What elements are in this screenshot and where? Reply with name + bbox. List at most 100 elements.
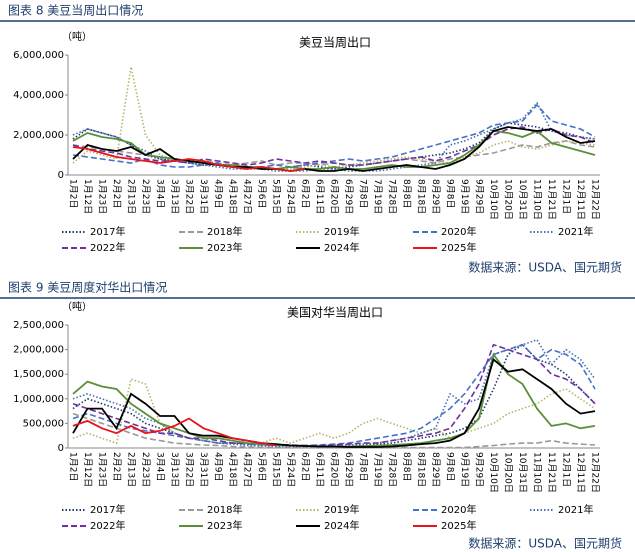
x-tick-label: 2月23日 xyxy=(140,179,151,214)
legend-label: 2020年 xyxy=(441,503,476,516)
y-tick-label: 2,000,000 xyxy=(13,345,64,356)
source: 数据来源：USDA、国元期货 xyxy=(468,260,622,275)
x-tick-label: 11月10日 xyxy=(532,452,543,493)
y-tick-label: 6,000,000 xyxy=(13,50,64,61)
legend-label: 2018年 xyxy=(207,225,242,238)
x-tick-label: 2月23日 xyxy=(140,452,151,487)
x-tick-label: 7月19日 xyxy=(372,452,383,487)
x-tick-label: 2月2日 xyxy=(111,452,122,481)
x-tick-label: 4月9日 xyxy=(213,452,224,481)
x-tick-label: 4月27日 xyxy=(242,452,253,487)
x-tick-label: 3月31日 xyxy=(198,179,209,214)
x-tick-label: 8月18日 xyxy=(416,179,427,214)
caption: 图表 9 美豆周度对华出口情况 xyxy=(8,280,167,295)
x-tick-label: 12月1日 xyxy=(561,452,572,487)
caption: 图表 8 美豆当周出口情况 xyxy=(8,4,143,18)
x-tick-label: 12月1日 xyxy=(561,179,572,214)
x-tick-label: 8月18日 xyxy=(416,452,427,487)
y-tick-label: 0 xyxy=(58,443,64,454)
chart-title: 美国对华当周出口 xyxy=(287,306,383,320)
series-line xyxy=(72,146,306,172)
y-tick-label: 1,000,000 xyxy=(13,394,64,405)
x-tick-label: 10月10日 xyxy=(488,452,499,493)
y-unit: （吨） xyxy=(62,300,92,313)
y-tick-label: 4,000,000 xyxy=(13,90,64,101)
x-tick-label: 9月19日 xyxy=(459,452,470,487)
x-tick-label: 4月18日 xyxy=(227,179,238,214)
legend-label: 2020年 xyxy=(441,225,476,238)
x-tick-label: 8月8日 xyxy=(401,452,412,481)
series-line xyxy=(72,129,596,170)
legend-label: 2022年 xyxy=(90,241,125,254)
series-line xyxy=(72,126,596,166)
x-tick-label: 10月20日 xyxy=(503,179,514,220)
series-line xyxy=(72,126,596,172)
series-line xyxy=(72,417,277,447)
x-tick-label: 3月13日 xyxy=(169,452,180,487)
x-tick-label: 11月21日 xyxy=(546,179,557,220)
series-line xyxy=(72,101,596,172)
legend-label: 2023年 xyxy=(207,241,242,254)
y-tick-label: 0 xyxy=(58,170,64,181)
x-tick-label: 11月10日 xyxy=(532,179,543,220)
x-tick-label: 10月10日 xyxy=(488,179,499,220)
x-tick-label: 1月23日 xyxy=(97,179,108,214)
x-tick-label: 3月31日 xyxy=(198,452,209,487)
x-tick-label: 3月4日 xyxy=(155,452,166,481)
x-tick-label: 5月24日 xyxy=(285,452,296,487)
legend-label: 2022年 xyxy=(90,519,125,532)
legend-label: 2017年 xyxy=(90,503,125,516)
legend-label: 2024年 xyxy=(324,519,359,532)
series-line xyxy=(72,357,596,448)
x-tick-label: 10月20日 xyxy=(503,452,514,493)
series-line xyxy=(72,378,596,445)
x-tick-label: 9月8日 xyxy=(445,179,456,208)
legend-label: 2019年 xyxy=(324,225,359,238)
x-tick-label: 2月2日 xyxy=(111,179,122,208)
x-tick-label: 12月22日 xyxy=(590,179,601,220)
y-unit: （吨） xyxy=(62,30,92,43)
x-tick-label: 2月13日 xyxy=(126,179,137,214)
x-tick-label: 9月29日 xyxy=(474,179,485,214)
series-line xyxy=(72,343,596,447)
x-tick-label: 7月8日 xyxy=(358,179,369,208)
y-tick-label: 2,500,000 xyxy=(13,320,64,331)
x-tick-label: 3月22日 xyxy=(184,179,195,214)
x-tick-label: 6月11日 xyxy=(314,179,325,214)
x-tick-label: 7月28日 xyxy=(387,179,398,214)
x-tick-label: 1月2日 xyxy=(68,179,79,208)
x-tick-label: 3月22日 xyxy=(184,452,195,487)
x-tick-label: 4月18日 xyxy=(227,452,238,487)
x-tick-label: 7月28日 xyxy=(387,452,398,487)
x-tick-label: 5月15日 xyxy=(271,179,282,214)
x-tick-label: 8月8日 xyxy=(401,179,412,208)
x-tick-label: 4月9日 xyxy=(213,179,224,208)
x-tick-label: 1月2日 xyxy=(68,452,79,481)
x-tick-label: 10月31日 xyxy=(517,452,528,493)
y-tick-label: 500,000 xyxy=(23,418,64,429)
x-tick-label: 9月29日 xyxy=(474,452,485,487)
x-tick-label: 1月12日 xyxy=(82,179,93,214)
x-tick-label: 11月21日 xyxy=(546,452,557,493)
x-tick-label: 6月11日 xyxy=(314,452,325,487)
y-tick-label: 2,000,000 xyxy=(13,130,64,141)
series-line xyxy=(72,103,596,170)
x-tick-label: 3月13日 xyxy=(169,179,180,214)
x-tick-label: 6月29日 xyxy=(343,179,354,214)
x-tick-label: 9月19日 xyxy=(459,179,470,214)
chart-title: 美豆当周出口 xyxy=(299,36,371,50)
x-tick-label: 7月19日 xyxy=(372,179,383,214)
y-tick-label: 1,500,000 xyxy=(13,369,64,380)
legend-label: 2024年 xyxy=(324,241,359,254)
x-tick-label: 6月2日 xyxy=(300,452,311,481)
x-tick-label: 6月29日 xyxy=(343,452,354,487)
series-line xyxy=(72,412,596,449)
x-tick-label: 8月29日 xyxy=(430,179,441,214)
legend-label: 2017年 xyxy=(90,225,125,238)
source: 数据来源：USDA、国元期货 xyxy=(468,536,622,551)
legend-label: 2018年 xyxy=(207,503,242,516)
x-tick-label: 9月8日 xyxy=(445,452,456,481)
x-tick-label: 8月29日 xyxy=(430,452,441,487)
legend-label: 2019年 xyxy=(324,503,359,516)
